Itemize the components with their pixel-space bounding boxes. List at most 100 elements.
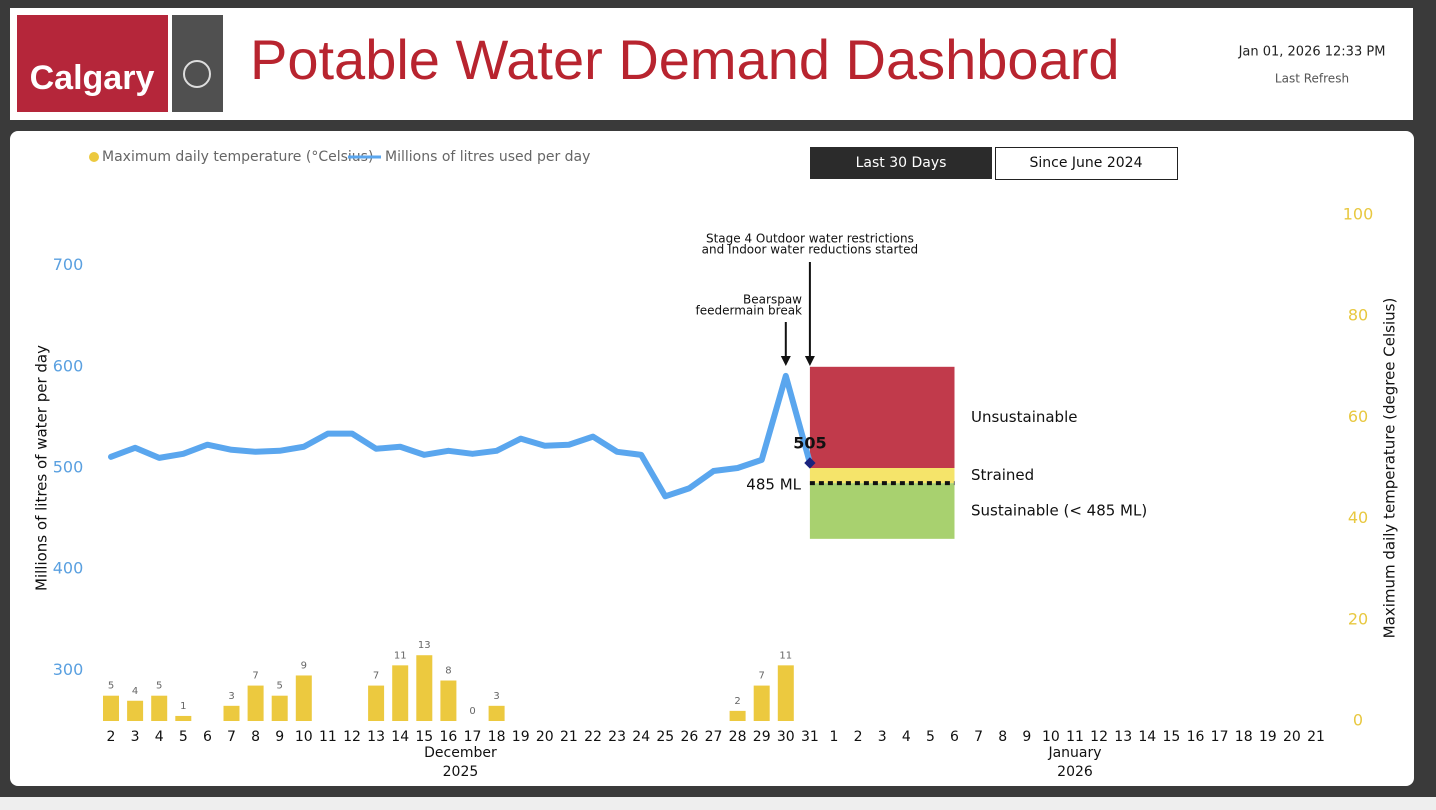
bar-label: 7 xyxy=(373,671,379,682)
temperature-bar xyxy=(271,695,288,721)
annotation-text: Stage 4 Outdoor water restrictions xyxy=(706,232,914,246)
refresh-label: Last Refresh xyxy=(1275,72,1349,86)
temperature-bar xyxy=(753,685,770,721)
x-tick-label: 15 xyxy=(415,729,433,745)
bar-label: 4 xyxy=(132,686,138,697)
crest xyxy=(183,60,211,88)
annotation-text: feedermain break xyxy=(696,304,803,318)
x-tick-label: 22 xyxy=(584,729,602,745)
x-tick-label: 13 xyxy=(1114,729,1132,745)
temperature-bar xyxy=(777,665,794,721)
y2-tick-label: 0 xyxy=(1353,711,1363,730)
button-label[interactable]: Since June 2024 xyxy=(1030,155,1143,171)
y-tick-label: 400 xyxy=(53,559,84,578)
logo-box xyxy=(17,15,168,112)
year-label: 2026 xyxy=(1057,764,1093,780)
x-tick-label: 18 xyxy=(1235,729,1253,745)
x-tick-label: 16 xyxy=(439,729,457,745)
x-tick-label: 21 xyxy=(1307,729,1325,745)
x-tick-label: 24 xyxy=(632,729,650,745)
x-tick-label: 18 xyxy=(488,729,506,745)
annotation-arrowhead xyxy=(804,356,815,366)
bar-label: 7 xyxy=(252,671,258,682)
x-tick-label: 1 xyxy=(830,729,839,745)
threshold-label: 485 ML xyxy=(746,476,801,494)
chart-panel xyxy=(10,131,1414,786)
annotation-text: and Indoor water reductions started xyxy=(702,243,918,257)
legend-swatch xyxy=(89,152,99,162)
x-tick-label: 17 xyxy=(464,729,482,745)
x-tick-label: 25 xyxy=(656,729,674,745)
x-tick-label: 3 xyxy=(131,729,140,745)
x-tick-label: 29 xyxy=(753,729,771,745)
x-tick-label: 31 xyxy=(801,729,819,745)
x-tick-label: 21 xyxy=(560,729,578,745)
legend-label: Maximum daily temperature (°Celsius) xyxy=(102,149,373,165)
x-tick-label: 23 xyxy=(608,729,626,745)
bar-label: 5 xyxy=(277,681,283,692)
x-tick-label: 7 xyxy=(974,729,983,745)
logo-text: Calgary xyxy=(30,59,155,97)
button-label[interactable]: Last 30 Days xyxy=(856,155,947,171)
month-label: December xyxy=(424,745,497,761)
bar-label: 0 xyxy=(469,706,475,717)
x-tick-label: 8 xyxy=(251,729,260,745)
y2-tick-label: 80 xyxy=(1348,306,1368,325)
bar-label: 5 xyxy=(108,681,114,692)
x-tick-label: 16 xyxy=(1187,729,1205,745)
last-point xyxy=(804,457,816,469)
bar-label: 9 xyxy=(301,660,307,671)
y2-axis-label: Maximum daily temperature (degree Celsiu… xyxy=(1381,298,1399,639)
bar-label: 13 xyxy=(418,640,431,651)
x-tick-label: 19 xyxy=(512,729,530,745)
x-tick-label: 5 xyxy=(926,729,935,745)
x-tick-label: 14 xyxy=(391,729,409,745)
band xyxy=(809,468,955,484)
x-tick-label: 9 xyxy=(275,729,284,745)
bar-label: 1 xyxy=(180,701,186,712)
x-tick-label: 17 xyxy=(1211,729,1229,745)
bar-label: 2 xyxy=(734,696,740,707)
x-tick-label: 20 xyxy=(1283,729,1301,745)
temperature-bar xyxy=(392,665,409,721)
temperature-bar xyxy=(729,710,746,721)
bar-label: 7 xyxy=(759,671,765,682)
bar-label: 11 xyxy=(779,650,792,661)
x-tick-label: 27 xyxy=(705,729,723,745)
bar-label: 11 xyxy=(394,650,407,661)
temperature-bar xyxy=(488,705,505,721)
page-title: Potable Water Demand Dashboard xyxy=(250,28,1120,91)
temperature-bar xyxy=(103,695,119,721)
x-tick-label: 11 xyxy=(319,729,337,745)
button[interactable] xyxy=(995,147,1178,180)
temperature-bar xyxy=(295,675,312,721)
x-tick-label: 28 xyxy=(729,729,747,745)
x-tick-label: 14 xyxy=(1138,729,1156,745)
x-tick-label: 26 xyxy=(680,729,698,745)
temperature-bar xyxy=(368,685,385,721)
y2-tick-label: 20 xyxy=(1348,609,1368,628)
band-label: Strained xyxy=(971,466,1034,484)
x-tick-label: 6 xyxy=(950,729,959,745)
x-tick-label: 8 xyxy=(998,729,1007,745)
x-tick-label: 9 xyxy=(1022,729,1031,745)
bar-label: 8 xyxy=(445,666,451,677)
x-tick-label: 12 xyxy=(1090,729,1108,745)
button[interactable] xyxy=(810,147,992,179)
temperature-bar xyxy=(440,680,457,721)
x-tick-label: 6 xyxy=(203,729,212,745)
band xyxy=(809,483,955,539)
x-tick-label: 10 xyxy=(1042,729,1060,745)
bottom-strip xyxy=(0,797,1436,810)
legend-label: Millions of litres used per day xyxy=(385,149,590,165)
month-label: January xyxy=(1047,745,1101,761)
y2-tick-label: 40 xyxy=(1348,508,1368,527)
x-tick-label: 3 xyxy=(878,729,887,745)
x-tick-label: 4 xyxy=(902,729,911,745)
x-tick-label: 12 xyxy=(343,729,361,745)
bar-label: 3 xyxy=(493,691,499,702)
header-panel xyxy=(10,8,1413,120)
x-tick-label: 20 xyxy=(536,729,554,745)
point-label: 505 xyxy=(793,433,826,452)
